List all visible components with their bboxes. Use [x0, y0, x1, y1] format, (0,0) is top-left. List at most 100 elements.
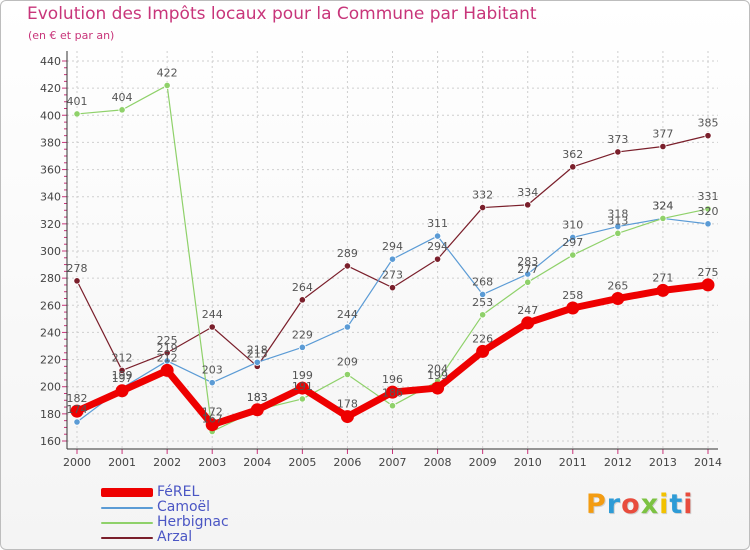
- data-label-arzal: 273: [382, 269, 403, 282]
- data-point-camoel: [73, 418, 81, 426]
- x-tick-label: 2007: [379, 456, 407, 469]
- logo-letter: x: [640, 489, 660, 520]
- x-tick-label: 2009: [469, 456, 497, 469]
- data-label-camoel: 320: [698, 205, 719, 218]
- data-point-ferel: [160, 363, 174, 377]
- data-label-arzal: 373: [607, 133, 628, 146]
- data-point-arzal: [298, 296, 306, 304]
- legend-swatch-ferel: [101, 488, 153, 497]
- series-lines: [70, 81, 715, 436]
- data-label-herbignac: 404: [112, 91, 133, 104]
- data-label-camoel: 268: [472, 275, 493, 288]
- data-label-arzal: 332: [472, 189, 493, 202]
- data-point-ferel: [701, 278, 715, 292]
- data-label-herbignac: 167: [202, 413, 223, 426]
- data-label-herbignac: 186: [382, 387, 403, 400]
- data-point-ferel: [340, 410, 354, 424]
- data-label-herbignac: 277: [517, 263, 538, 276]
- legend-swatch-herbignac: [101, 522, 153, 524]
- x-tick-label: 2008: [424, 456, 452, 469]
- data-label-camoel: 310: [562, 218, 583, 231]
- data-label-herbignac: 401: [67, 95, 88, 108]
- data-label-herbignac: 297: [562, 236, 583, 249]
- data-point-ferel: [250, 403, 264, 417]
- data-point-herbignac: [524, 278, 532, 286]
- data-label-herbignac: 191: [292, 380, 313, 393]
- data-point-arzal: [569, 163, 577, 171]
- x-tick-label: 2002: [153, 456, 181, 469]
- data-label-arzal: 289: [337, 247, 358, 260]
- data-label-ferel: 258: [562, 289, 583, 302]
- x-tick-label: 2004: [243, 456, 271, 469]
- chart-title: Evolution des Impôts locaux pour la Comm…: [27, 4, 537, 24]
- data-point-herbignac: [73, 110, 81, 118]
- y-tick-label: 160: [40, 435, 61, 448]
- data-label-arzal: 225: [157, 334, 178, 347]
- data-label-herbignac: 331: [698, 190, 719, 203]
- data-label-arzal: 215: [247, 347, 268, 360]
- y-tick-label: 340: [40, 191, 61, 204]
- data-point-herbignac: [479, 311, 487, 319]
- y-tick-label: 200: [40, 381, 61, 394]
- legend-item-herbignac: Herbignac: [101, 514, 301, 531]
- data-label-camoel: 219: [157, 342, 178, 355]
- data-label-herbignac: 324: [652, 199, 673, 212]
- x-tick-label: 2012: [604, 456, 632, 469]
- x-tick-label: 2013: [649, 456, 677, 469]
- data-label-ferel: 183: [247, 391, 268, 404]
- data-label-herbignac: 313: [607, 214, 628, 227]
- data-point-ferel: [70, 404, 84, 418]
- legend-label-ferel: FéREL: [157, 484, 200, 500]
- data-point-arzal: [343, 262, 352, 270]
- data-point-arzal: [118, 366, 126, 375]
- data-point-camoel: [208, 379, 216, 387]
- data-label-ferel: 182: [67, 392, 88, 405]
- data-label-ferel: 178: [337, 398, 358, 411]
- x-tick-label: 2011: [559, 456, 587, 469]
- legend-label-herbignac: Herbignac: [157, 514, 229, 530]
- x-tick-label: 2000: [63, 456, 91, 469]
- data-label-arzal: 377: [652, 128, 673, 141]
- data-label-herbignac: 422: [157, 66, 178, 79]
- y-tick-label: 440: [40, 55, 61, 68]
- x-tick-label: 2006: [333, 456, 361, 469]
- data-label-camoel: 203: [202, 364, 223, 377]
- y-tick-label: 300: [40, 245, 61, 258]
- data-point-arzal: [479, 203, 487, 212]
- data-label-camoel: 324: [652, 199, 673, 212]
- x-tick-label: 2010: [514, 456, 542, 469]
- data-point-ferel: [656, 283, 670, 297]
- x-tick-label: 2001: [108, 456, 136, 469]
- legend-item-camoel: Camoël: [101, 499, 301, 516]
- data-point-herbignac: [659, 214, 667, 223]
- data-point-arzal: [73, 277, 81, 285]
- x-tick-label: 2005: [288, 456, 316, 469]
- legend-item-ferel: FéREL: [101, 484, 301, 501]
- data-label-camoel: 244: [337, 308, 358, 321]
- data-point-herbignac: [388, 402, 397, 410]
- data-point-ferel: [521, 316, 535, 330]
- logo-letter: t: [669, 489, 684, 520]
- data-point-arzal: [433, 255, 442, 263]
- data-label-herbignac: 253: [472, 296, 493, 309]
- data-label-herbignac: 209: [337, 356, 358, 369]
- data-label-ferel: 196: [382, 373, 403, 386]
- data-point-ferel: [295, 381, 309, 395]
- data-label-ferel: 247: [517, 304, 538, 317]
- data-point-ferel: [115, 384, 129, 398]
- x-tick-label: 2014: [694, 456, 722, 469]
- proxiti-logo: Proxiti: [586, 489, 694, 520]
- data-label-camoel: 199: [112, 369, 133, 382]
- data-label-herbignac: 183: [247, 391, 268, 404]
- data-label-camoel: 283: [517, 255, 538, 268]
- data-point-herbignac: [614, 229, 622, 237]
- legend-label-arzal: Arzal: [157, 529, 193, 545]
- data-label-ferel: 197: [112, 372, 133, 385]
- data-label-arzal: 278: [67, 262, 88, 275]
- data-point-camoel: [343, 323, 352, 331]
- chart-subtitle: (en € et par an): [28, 29, 115, 42]
- data-label-ferel: 226: [472, 332, 493, 345]
- axes: 160 180 200 220 240 260 280 300 320 340 360 380 400 4…: [40, 51, 722, 469]
